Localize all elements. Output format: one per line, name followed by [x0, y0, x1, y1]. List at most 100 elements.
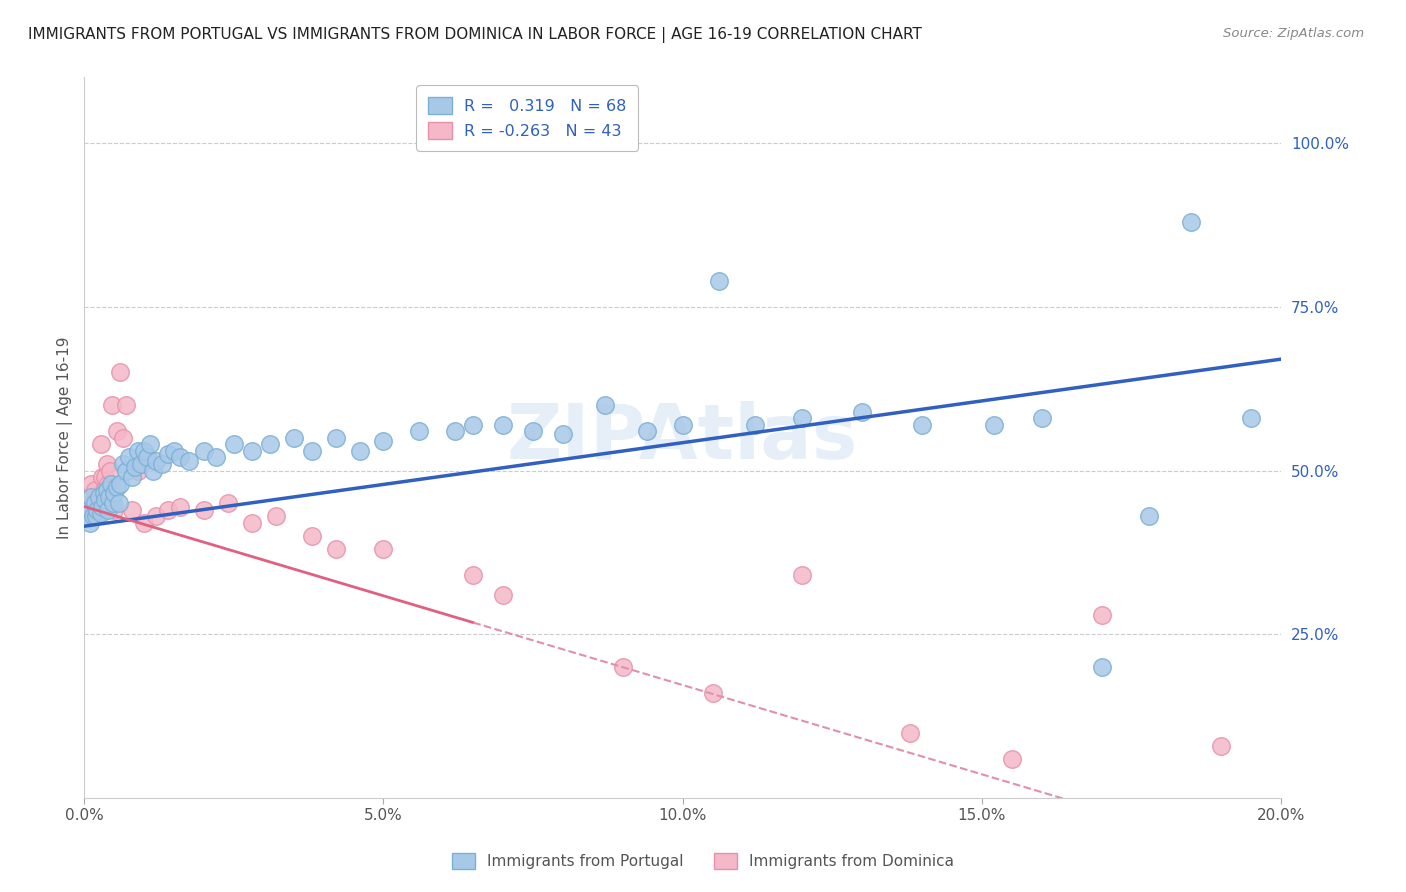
Point — [264, 509, 287, 524]
Point — [898, 725, 921, 739]
Point — [103, 503, 125, 517]
Point — [93, 483, 115, 498]
Point — [707, 273, 730, 287]
Y-axis label: In Labor Force | Age 16-19: In Labor Force | Age 16-19 — [58, 336, 73, 539]
Point — [325, 431, 347, 445]
Point — [134, 443, 156, 458]
Point — [408, 424, 430, 438]
Point — [193, 443, 215, 458]
Point — [851, 404, 873, 418]
Point — [983, 417, 1005, 432]
Point — [79, 516, 101, 530]
Point — [593, 398, 616, 412]
Point — [89, 490, 111, 504]
Point — [134, 516, 156, 530]
Point — [121, 470, 143, 484]
Point — [80, 476, 103, 491]
Point — [911, 417, 934, 432]
Point — [77, 503, 100, 517]
Point — [1090, 607, 1112, 622]
Point — [118, 450, 141, 465]
Point — [96, 457, 118, 471]
Point — [551, 427, 574, 442]
Point — [373, 434, 395, 448]
Text: IMMIGRANTS FROM PORTUGAL VS IMMIGRANTS FROM DOMINICA IN LABOR FORCE | AGE 16-19 : IMMIGRANTS FROM PORTUGAL VS IMMIGRANTS F… — [28, 27, 922, 43]
Point — [94, 470, 117, 484]
Point — [108, 496, 131, 510]
Point — [744, 417, 766, 432]
Point — [217, 496, 239, 510]
Point — [792, 411, 814, 425]
Point — [325, 542, 347, 557]
Point — [1139, 509, 1161, 524]
Point — [163, 443, 186, 458]
Point — [82, 496, 104, 510]
Point — [349, 443, 371, 458]
Point — [91, 470, 114, 484]
Point — [1031, 411, 1053, 425]
Point — [101, 496, 124, 510]
Point — [105, 424, 128, 438]
Point — [108, 365, 131, 379]
Point — [169, 500, 191, 514]
Point — [100, 476, 122, 491]
Point — [636, 424, 658, 438]
Point — [86, 503, 108, 517]
Point — [121, 503, 143, 517]
Point — [492, 588, 515, 602]
Point — [77, 503, 100, 517]
Point — [1180, 214, 1202, 228]
Point — [1240, 411, 1263, 425]
Point — [98, 463, 121, 477]
Point — [463, 568, 485, 582]
Point — [112, 457, 135, 471]
Point — [93, 486, 115, 500]
Point — [115, 463, 138, 477]
Legend: R =   0.319   N = 68, R = -0.263   N = 43: R = 0.319 N = 68, R = -0.263 N = 43 — [416, 86, 638, 151]
Point — [444, 424, 467, 438]
Point — [283, 431, 305, 445]
Point — [108, 476, 131, 491]
Point — [129, 457, 152, 471]
Point — [177, 453, 200, 467]
Point — [86, 496, 108, 510]
Point — [301, 529, 323, 543]
Point — [105, 480, 128, 494]
Point — [169, 450, 191, 465]
Point — [1090, 660, 1112, 674]
Point — [98, 490, 121, 504]
Legend: Immigrants from Portugal, Immigrants from Dominica: Immigrants from Portugal, Immigrants fro… — [446, 847, 960, 875]
Point — [90, 506, 112, 520]
Point — [139, 437, 162, 451]
Point — [124, 460, 146, 475]
Point — [492, 417, 515, 432]
Point — [240, 443, 263, 458]
Point — [672, 417, 695, 432]
Point — [205, 450, 228, 465]
Point — [84, 483, 107, 498]
Point — [79, 490, 101, 504]
Point — [222, 437, 245, 451]
Point — [373, 542, 395, 557]
Point — [240, 516, 263, 530]
Point — [157, 447, 180, 461]
Point — [97, 503, 120, 517]
Point — [142, 463, 165, 477]
Point — [89, 490, 111, 504]
Point — [127, 443, 149, 458]
Point — [96, 483, 118, 498]
Point — [792, 568, 814, 582]
Point — [150, 457, 173, 471]
Point — [463, 417, 485, 432]
Point — [1211, 739, 1233, 753]
Point — [1001, 752, 1024, 766]
Point — [193, 503, 215, 517]
Point — [94, 493, 117, 508]
Point — [97, 476, 120, 491]
Point — [127, 463, 149, 477]
Point — [702, 686, 724, 700]
Point — [82, 509, 104, 524]
Text: ZIPAtlas: ZIPAtlas — [508, 401, 858, 475]
Point — [259, 437, 281, 451]
Point — [157, 503, 180, 517]
